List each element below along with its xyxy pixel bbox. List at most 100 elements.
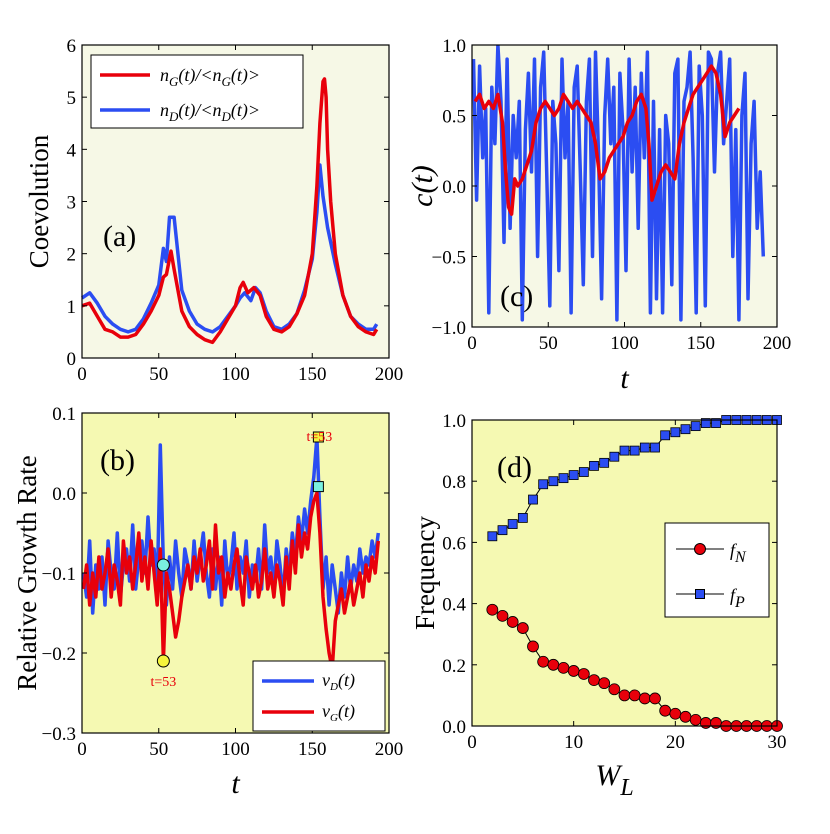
legend-text: vD(t) [322, 670, 355, 693]
point-f_P [639, 442, 650, 453]
x-tick-label: 0 [77, 739, 87, 760]
series-line-blue [82, 435, 381, 615]
legend: fN fP [664, 522, 770, 618]
y-tick-label: 3 [67, 193, 77, 214]
annotation-t53-upper: t=53 [306, 430, 332, 445]
point-f_N [669, 707, 682, 720]
legend-box [90, 54, 304, 129]
point-f_P [507, 519, 518, 529]
y-tick-label: −1.0 [432, 318, 466, 339]
series-group [472, 45, 766, 322]
series-line-red [82, 491, 381, 671]
y-axis-label: Coevolution [24, 134, 54, 268]
x-tick-label: 100 [610, 333, 639, 354]
point-f_N [608, 683, 621, 696]
y-tick-label: 5 [67, 88, 77, 109]
legend: nG(t)/<nG(t)> nD(t)/<nD(t)> [90, 54, 304, 129]
y-tick-label: 6 [67, 36, 77, 57]
legend: vD(t) vG(t) [252, 660, 386, 732]
y-tick-label: −0.5 [432, 248, 466, 269]
point-f_P [497, 525, 508, 536]
y-tick-label: 0 [67, 349, 77, 370]
panel-label: (d) [497, 451, 532, 484]
marker-yellow-square [312, 431, 324, 443]
point-f_P [568, 470, 579, 480]
y-axis-label: c(t) [406, 165, 439, 207]
point-f_P [589, 460, 599, 471]
x-tick-label: 200 [375, 364, 404, 385]
y-tick-label: 0.0 [442, 177, 466, 198]
point-f_N [598, 677, 611, 690]
point-f_P [700, 418, 711, 428]
point-f_N [659, 704, 672, 717]
legend-text: nD(t)/<nD(t)> [160, 100, 260, 124]
point-f_P [517, 513, 528, 523]
x-tick-label: 100 [221, 364, 250, 385]
legend-marker [694, 543, 706, 555]
marker-yellow-53 [156, 654, 170, 668]
legend-text: vG(t) [322, 701, 355, 724]
y-tick-label: −0.1 [42, 564, 76, 585]
x-tick-label: 0 [467, 732, 477, 753]
point-f_N [679, 710, 692, 723]
point-f_N [710, 717, 722, 729]
point-f_P [680, 424, 691, 435]
y-tick-label: 0.4 [442, 595, 466, 616]
x-tick-label: 150 [298, 364, 327, 385]
series-line-blue [472, 45, 766, 322]
y-tick-label: 1.0 [442, 36, 466, 57]
panel-label: (b) [100, 444, 135, 477]
point-f_N [618, 689, 631, 702]
point-f_N [638, 692, 651, 705]
point-f_P [609, 451, 620, 462]
point-f_P [660, 430, 671, 441]
panel-c: 0 50 100 150 200 −1.0 −0.5 0.0 0.5 1.0 (c) c(t) t [406, 36, 791, 395]
x-tick-label: 0 [77, 364, 87, 385]
x-tick-label: 100 [221, 739, 250, 760]
y-tick-label: 0.6 [442, 533, 466, 554]
y-tick-label: 1 [67, 297, 77, 318]
point-f_P [528, 494, 538, 505]
x-tick-label: 150 [687, 333, 716, 354]
y-tick-label: 0.5 [442, 107, 466, 128]
panel-a: 0 50 100 150 200 0 1 2 3 4 5 6 (a) Coevolution nG(t)/<… [24, 36, 403, 385]
y-axis-label: Relative Growth Rate [12, 455, 42, 690]
point-f_P [548, 476, 559, 487]
point-f_P [487, 531, 498, 542]
marker-cyan-53 [156, 558, 170, 572]
y-tick-label: 2 [67, 245, 77, 266]
y-tick-label: −0.3 [42, 724, 76, 745]
point-f_P [711, 418, 721, 428]
x-tick-label: 50 [149, 364, 168, 385]
point-f_N [486, 603, 499, 616]
y-axis-label: Frequency [410, 516, 440, 630]
point-f_N [496, 609, 509, 622]
legend-box [664, 522, 770, 618]
legend-marker [695, 589, 705, 599]
legend-text: fP [730, 585, 745, 611]
x-tick-label: 20 [666, 732, 685, 753]
y-tick-label: 4 [67, 140, 77, 161]
panel-b: 0 50 100 150 200 −0.3 −0.2 −0.1 0.0 0.1 t=53 t=53 (b… [12, 404, 403, 800]
legend-text: nG(t)/<nG(t)> [160, 65, 260, 89]
y-tick-label: 0.8 [442, 472, 466, 493]
point-f_N [689, 713, 702, 726]
x-tick-label: 50 [149, 739, 168, 760]
point-f_P [629, 445, 640, 456]
point-f_P [558, 473, 569, 484]
point-f_P [670, 427, 681, 438]
point-f_P [538, 479, 549, 490]
series-line-red [81, 77, 379, 345]
x-tick-label: 200 [763, 333, 792, 354]
x-tick-label: 200 [375, 739, 404, 760]
x-axis-label: t [620, 362, 629, 395]
y-tick-label: 1.0 [442, 411, 466, 432]
point-f_P [578, 467, 589, 477]
point-f_N [527, 640, 539, 653]
x-tick-label: 10 [564, 732, 583, 753]
point-f_P [690, 421, 701, 432]
annotation-t53-lower: t=53 [150, 675, 176, 690]
y-tick-label: 0.0 [442, 717, 466, 738]
series-group [82, 435, 381, 671]
